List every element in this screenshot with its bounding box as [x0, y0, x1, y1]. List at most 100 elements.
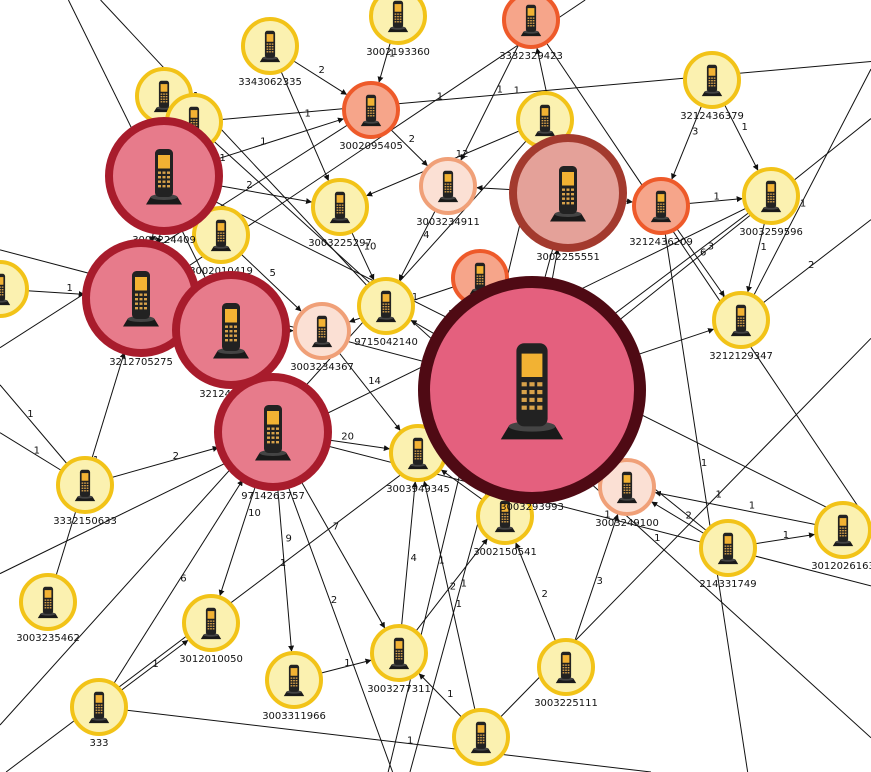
- stray-edge: [0, 195, 772, 575]
- stray-edge-weight: 1: [604, 509, 610, 520]
- phone-number-label: 3002150541: [473, 547, 537, 558]
- phone-node[interactable]: 3003224409: [105, 117, 223, 246]
- phone-node[interactable]: 3002193360: [366, 0, 430, 58]
- phone-number-label: 3343062335: [238, 77, 302, 88]
- phone-node[interactable]: 3003235462: [16, 573, 80, 644]
- phone-node[interactable]: 3212436379: [680, 51, 744, 122]
- phone-number-label: 3003249100: [595, 518, 659, 529]
- edge-weight-label: 1: [742, 122, 748, 133]
- edge-weight-label: 1: [66, 283, 72, 294]
- phone-node[interactable]: 3002010419: [189, 206, 253, 277]
- edge-weight-label: 1: [412, 292, 418, 303]
- phone-node[interactable]: 3212447374: [172, 271, 290, 400]
- edge-weight-label: 20: [341, 431, 354, 442]
- phone-node[interactable]: 3332150633: [53, 456, 117, 527]
- phone-number-label: 3003235462: [16, 633, 80, 644]
- phone-node[interactable]: 214331749: [699, 519, 757, 590]
- phone-node[interactable]: 3002095405: [339, 81, 403, 152]
- phone-number-label: 3212436209: [629, 237, 693, 248]
- phone-node[interactable]: 3003293993: [418, 276, 646, 513]
- phone-number-label: 3002010419: [189, 266, 253, 277]
- edge-weight-label: 2: [318, 65, 324, 76]
- edge-weight-label: 4: [411, 553, 417, 564]
- stray-edge-weight: 1: [27, 409, 33, 420]
- phone-node[interactable]: 3332329423: [499, 0, 563, 62]
- phone-node[interactable]: [0, 260, 29, 318]
- phone-node[interactable]: 333: [70, 678, 128, 749]
- edge-weight-label: 1: [344, 658, 350, 669]
- edge-weight-label: 1: [447, 689, 453, 700]
- phone-node[interactable]: [452, 708, 510, 766]
- phone-number-label: 3012026163: [811, 561, 871, 572]
- stray-edge: [530, 19, 871, 526]
- phone-number-label: 3212129347: [709, 351, 773, 362]
- call-edge: [98, 479, 243, 708]
- phone-number-label: 3003311966: [262, 711, 326, 722]
- phone-node[interactable]: 3003234911: [416, 157, 480, 228]
- phone-number-label: 3332329423: [499, 51, 563, 62]
- edge-weight-label: 2: [409, 134, 415, 145]
- phone-node[interactable]: 3002255551: [509, 134, 627, 263]
- stray-edge: [272, 430, 871, 587]
- phone-number-label: 3003949345: [386, 484, 450, 495]
- edge-weight-label: 1: [260, 136, 266, 147]
- stray-edge-weight: 1: [438, 556, 444, 567]
- edge-weight-label: 7: [333, 521, 339, 532]
- edge-weight-label: 2: [542, 589, 548, 600]
- phone-node[interactable]: 3003249100: [595, 458, 659, 529]
- phone-number-label: 3212705275: [109, 357, 173, 368]
- phone-number-label: 3002193360: [366, 47, 430, 58]
- phone-node[interactable]: 3003259596: [739, 167, 803, 238]
- phone-number-label: 3002255551: [536, 252, 600, 263]
- phone-node[interactable]: 3012026163: [811, 501, 871, 572]
- phone-node[interactable]: 9715042140: [354, 277, 418, 348]
- phone-number-label: 3212436379: [680, 111, 744, 122]
- edge-weight-label: 1: [389, 48, 395, 59]
- phone-node[interactable]: 3003225111: [534, 638, 598, 709]
- edge-weight-label: 1: [497, 85, 503, 96]
- edge-weight-label: 2: [450, 581, 456, 592]
- edge-weight-label: 14: [368, 376, 381, 387]
- phone-number-label: 9715042140: [354, 337, 418, 348]
- stray-edge: [193, 60, 871, 125]
- stray-edge-weight: 1: [407, 735, 413, 746]
- stray-edge-weight: 2: [331, 595, 337, 606]
- phone-number-label: 3003224409: [132, 235, 196, 246]
- edge-weight-label: 3: [692, 127, 698, 138]
- phone-node[interactable]: 3003234367: [290, 302, 354, 373]
- edge-weight-label: 9: [285, 534, 291, 545]
- stray-edge-weight: 1: [461, 578, 467, 589]
- phone-node[interactable]: 3003311966: [262, 651, 326, 722]
- edge-weight-label: 10: [364, 242, 377, 253]
- edge-weight-label: 12: [456, 149, 469, 160]
- phone-number-label: 3003234911: [416, 217, 480, 228]
- stray-edge-weight: 1: [514, 85, 520, 96]
- edge-weight-label: 10: [248, 508, 261, 519]
- edge-weight-label: 2: [686, 511, 692, 522]
- edge-weight-label: 1: [783, 530, 789, 541]
- phone-node[interactable]: 3212129347: [709, 291, 773, 362]
- stray-edge-weight: 1: [34, 445, 40, 456]
- edge-weight-label: 1: [456, 599, 462, 610]
- phone-node[interactable]: 3012010050: [179, 594, 243, 665]
- phone-node[interactable]: 3003277311: [367, 624, 431, 695]
- phone-number-label: 3003293993: [500, 502, 564, 513]
- call-edge: [366, 119, 546, 197]
- phone-node[interactable]: 9714263757: [214, 373, 332, 502]
- phone-node[interactable]: 3003225297: [308, 178, 372, 249]
- edge-weight-label: 5: [269, 268, 275, 279]
- edge-weight-label: 6: [180, 573, 186, 584]
- edge-weight-label: 2: [173, 451, 179, 462]
- edge-weight-label: 1: [714, 192, 720, 203]
- stray-edge-weight: 3: [708, 241, 714, 252]
- stray-edge-weight: 1: [800, 198, 806, 209]
- phone-number-label: 3012010050: [179, 654, 243, 665]
- stray-edge-weight: 2: [808, 260, 814, 271]
- phone-node[interactable]: 3343062335: [238, 17, 302, 88]
- stray-edge-weight: 1: [437, 92, 443, 103]
- stray-edge: [5, 195, 772, 772]
- phone-number-label: 333: [89, 738, 108, 749]
- edge-weight-label: 1: [761, 242, 767, 253]
- phone-node[interactable]: 3212436209: [629, 177, 693, 248]
